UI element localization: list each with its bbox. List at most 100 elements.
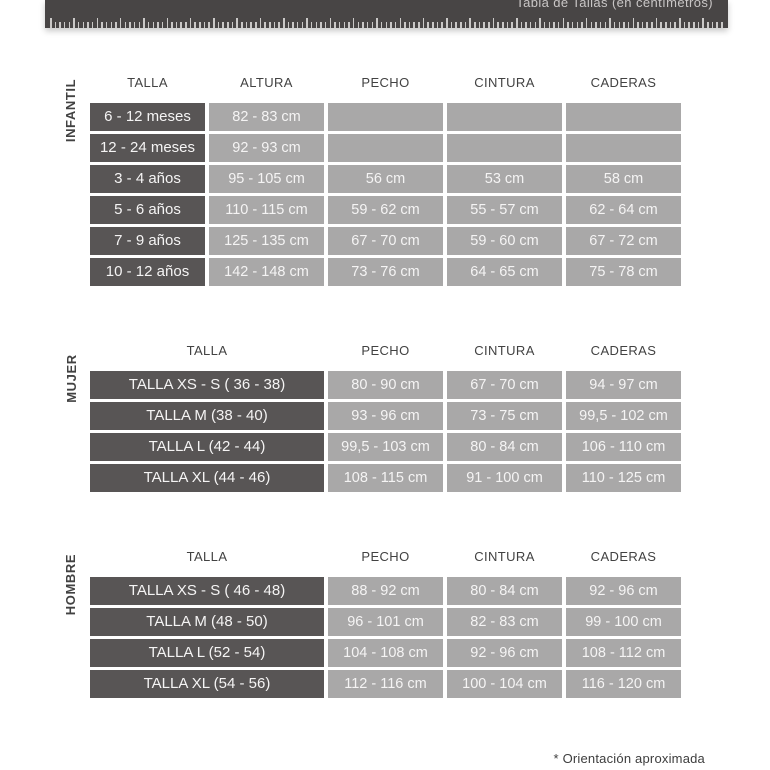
ruler-tick — [185, 22, 187, 28]
measure-cell: 67 - 70 cm — [447, 371, 562, 399]
ruler-tick — [534, 22, 537, 28]
measure-cell: 53 cm — [447, 165, 562, 193]
ruler-tick — [469, 18, 471, 28]
ruler-tick — [324, 22, 327, 28]
ruler-tick — [245, 22, 248, 28]
size-label-cell: 7 - 9 años — [90, 227, 205, 255]
size-label-cell: TALLA M (38 - 40) — [90, 402, 324, 430]
ruler-tick — [115, 22, 117, 28]
ruler-tick — [450, 22, 453, 28]
ruler-tick — [557, 22, 560, 28]
ruler-tick — [637, 22, 639, 28]
measure-cell: 73 - 76 cm — [328, 258, 443, 286]
size-table-hombre: HOMBRE TALLA PECHO CINTURA CADERAS TALLA XS… — [64, 549, 682, 698]
ruler-tick — [502, 22, 504, 28]
ruler-tick — [618, 22, 621, 28]
ruler-tick — [73, 18, 75, 28]
measure-cell: 108 - 112 cm — [566, 639, 681, 667]
ruler-tick — [599, 22, 602, 28]
ruler-tick — [138, 22, 141, 28]
ruler-tick — [306, 18, 308, 28]
section-label-hombre: HOMBRE — [60, 554, 82, 615]
ruler-tick — [273, 22, 276, 28]
ruler-tick — [576, 22, 579, 28]
measure-cell: 110 - 115 cm — [209, 196, 324, 224]
ruler-tick — [199, 22, 201, 28]
ruler-tick — [679, 18, 681, 28]
ruler-tick — [590, 22, 593, 28]
measure-cell: 100 - 104 cm — [447, 670, 562, 698]
measure-cell: 142 - 148 cm — [209, 258, 324, 286]
ruler-tick — [208, 22, 210, 28]
ruler-tick — [213, 18, 215, 28]
measure-cell: 112 - 116 cm — [328, 670, 443, 698]
measure-cell: 80 - 84 cm — [447, 433, 562, 461]
measure-cell: 56 cm — [328, 165, 443, 193]
measure-cell: 110 - 125 cm — [566, 464, 681, 492]
ruler-tick — [217, 22, 220, 28]
column-header-cintura: CINTURA — [474, 549, 535, 564]
measure-cell: 116 - 120 cm — [566, 670, 681, 698]
size-table-mujer: MUJER TALLA PECHO CINTURA CADERAS TALLA XS … — [64, 343, 682, 492]
measure-cell: 92 - 96 cm — [566, 577, 681, 605]
ruler-tick — [77, 22, 80, 28]
ruler-tick — [63, 22, 66, 28]
table-header-row: TALLA PECHO CINTURA CADERAS — [90, 549, 682, 565]
ruler-tick — [366, 22, 369, 28]
ruler-tick — [399, 18, 401, 28]
ruler-tick — [241, 22, 243, 28]
ruler-tick — [133, 22, 136, 28]
ruler-tick — [296, 22, 299, 28]
measure-cell: 67 - 70 cm — [328, 227, 443, 255]
table-header-row: TALLA PECHO CINTURA CADERAS — [90, 343, 682, 359]
ruler-tick — [553, 22, 555, 28]
size-table-infantil: INFANTIL TALLA ALTURA PECHO CINTURA CADERAS … — [64, 75, 682, 286]
ruler-ticks — [45, 0, 728, 28]
ruler-tick — [315, 22, 318, 28]
ruler-tick — [422, 18, 425, 28]
ruler-tick — [87, 22, 89, 28]
measure-cell: 82 - 83 cm — [447, 608, 562, 636]
ruler-tick — [385, 22, 388, 28]
size-label-cell: 5 - 6 años — [90, 196, 205, 224]
ruler-tick — [189, 18, 192, 28]
ruler-tick — [711, 22, 714, 28]
ruler-tick — [683, 22, 686, 28]
ruler-tick — [627, 22, 630, 28]
ruler-tick — [269, 22, 271, 28]
ruler-tick — [506, 22, 509, 28]
ruler-tick — [436, 22, 439, 28]
footnote: * Orientación aproximada — [553, 751, 705, 766]
measure-cell: 93 - 96 cm — [328, 402, 443, 430]
ruler-tick — [105, 22, 108, 28]
measure-cell: 82 - 83 cm — [209, 103, 324, 131]
measure-cell: 108 - 115 cm — [328, 464, 443, 492]
ruler-tick — [236, 18, 238, 28]
ruler-tick — [525, 22, 527, 28]
ruler-tick — [665, 22, 667, 28]
ruler-tick — [674, 22, 676, 28]
ruler-tick — [483, 22, 485, 28]
column-header-caderas: CADERAS — [590, 343, 657, 358]
ruler-tick — [376, 18, 378, 28]
measure-cell — [447, 134, 562, 162]
ruler-tick — [283, 18, 285, 28]
ruler-tick — [278, 22, 280, 28]
measure-cell: 88 - 92 cm — [328, 577, 443, 605]
ruler-tick — [157, 22, 159, 28]
ruler-tick — [432, 22, 434, 28]
ruler-tick — [516, 18, 518, 28]
size-label-cell: TALLA XS - S ( 36 - 38) — [90, 371, 324, 399]
ruler-tick — [655, 18, 658, 28]
table-body: 6 - 12 meses 82 - 83 cm 12 - 24 meses 92 - … — [90, 103, 682, 286]
measure-cell: 99 - 100 cm — [566, 608, 681, 636]
measure-cell: 104 - 108 cm — [328, 639, 443, 667]
ruler-tick — [660, 22, 662, 28]
ruler-tick — [380, 22, 383, 28]
size-label-cell: TALLA XL (54 - 56) — [90, 670, 324, 698]
ruler-tick — [669, 22, 672, 28]
column-header-altura: ALTURA — [240, 75, 293, 90]
ruler-tick — [408, 22, 411, 28]
column-header-cintura: CINTURA — [474, 343, 535, 358]
